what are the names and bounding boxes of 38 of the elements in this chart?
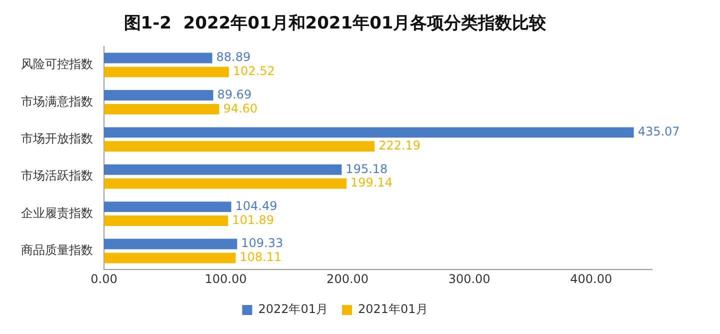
bar — [104, 252, 236, 264]
bar — [104, 216, 228, 226]
bar — [104, 164, 342, 175]
data-label: 199.14 — [350, 176, 393, 190]
data-label: 101.89 — [232, 212, 274, 227]
y-tick-label: 风险可控指数 — [21, 57, 93, 72]
data-label: 89.69 — [217, 87, 252, 102]
bar — [104, 127, 634, 138]
bar — [104, 104, 220, 114]
y-tick-label: 企业履责指数 — [21, 206, 93, 220]
chart-title: 图1-2 2022年01月和2021年01月各项分类指数比较 — [124, 14, 548, 34]
bar — [104, 202, 232, 212]
bar — [104, 90, 214, 100]
y-tick-label: 市场活跃指数 — [21, 168, 93, 183]
legend-label: 2021年01月 — [358, 302, 428, 316]
x-tick-label: 0.00 — [90, 272, 118, 286]
bar — [104, 52, 212, 64]
bar — [104, 141, 375, 152]
data-label: 88.89 — [216, 50, 251, 64]
x-tick-label: 300.00 — [448, 272, 490, 286]
data-label: 435.07 — [638, 124, 680, 139]
y-tick-label: 市场满意指数 — [21, 94, 93, 108]
data-label: 102.52 — [232, 64, 275, 78]
data-label: 222.19 — [378, 138, 421, 152]
y-tick-label: 商品质量指数 — [21, 243, 93, 258]
data-label: 94.60 — [223, 101, 258, 116]
bar — [104, 178, 347, 189]
data-label: 108.11 — [240, 250, 282, 264]
data-label: 195.18 — [346, 162, 388, 176]
bar — [104, 238, 238, 250]
x-tick-label: 200.00 — [326, 272, 369, 286]
y-tick-label: 市场开放指数 — [21, 132, 93, 146]
data-label: 109.33 — [241, 236, 284, 250]
bar — [104, 66, 229, 78]
x-tick-label: 400.00 — [570, 272, 612, 286]
data-label: 104.49 — [235, 198, 278, 213]
legend-label: 2022年01月 — [258, 302, 328, 316]
x-tick-label: 100.00 — [204, 272, 247, 286]
